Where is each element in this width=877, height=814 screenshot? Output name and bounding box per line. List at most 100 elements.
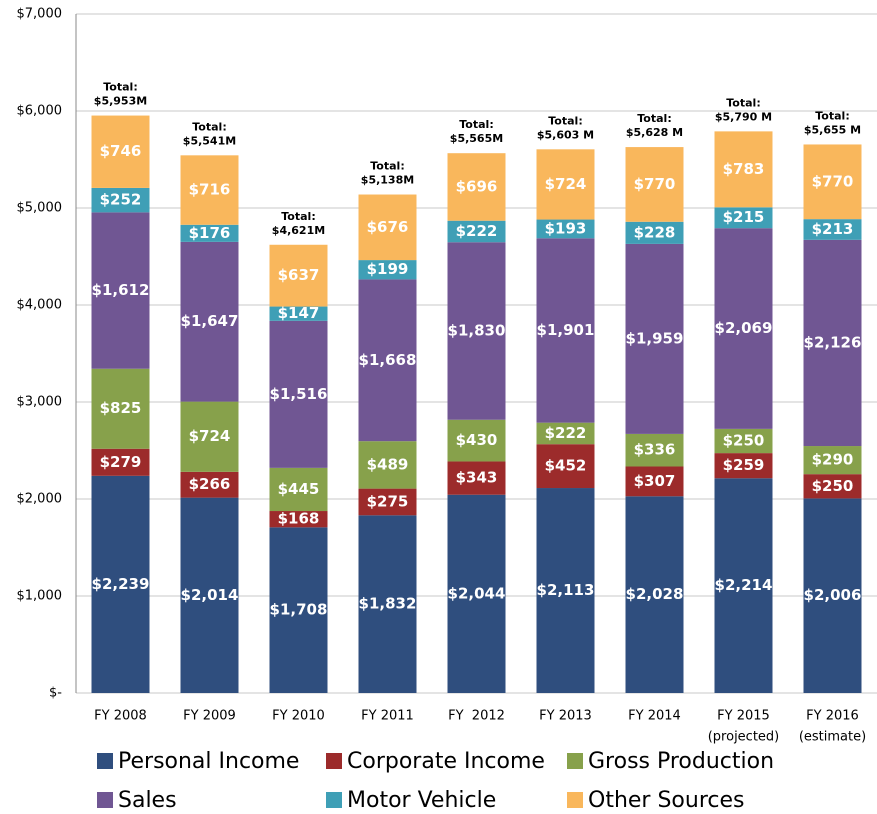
total-heading: Total: — [726, 96, 760, 109]
value-label: $266 — [189, 475, 231, 493]
value-label: $147 — [278, 304, 320, 322]
value-label: $637 — [278, 266, 320, 284]
bar-segment — [714, 428, 773, 454]
value-label: $1,959 — [626, 329, 684, 347]
value-label: $250 — [723, 431, 765, 449]
value-label: $452 — [545, 457, 587, 475]
bar-segment — [803, 498, 862, 693]
bar-segment — [358, 279, 417, 442]
value-label: $1,708 — [270, 601, 328, 619]
value-label: $1,901 — [537, 321, 595, 339]
total-label: $5,790 M — [715, 110, 772, 123]
value-label: $1,516 — [270, 385, 328, 403]
value-label: $176 — [189, 224, 231, 242]
total-label: $5,628 M — [626, 126, 683, 139]
value-label: $193 — [545, 219, 587, 237]
value-label: $2,069 — [715, 319, 773, 337]
legend-swatch — [326, 792, 342, 808]
value-label: $336 — [634, 441, 676, 459]
value-label: $1,668 — [359, 351, 417, 369]
total-heading: Total: — [815, 109, 849, 122]
value-label: $2,044 — [448, 584, 506, 602]
bar-segment — [180, 471, 239, 498]
bar-segment — [536, 238, 595, 423]
legend-swatch — [97, 792, 113, 808]
bar-segment — [91, 448, 150, 476]
value-label: $1,832 — [359, 595, 417, 613]
value-label: $2,028 — [626, 585, 684, 603]
bar-segment — [91, 475, 150, 693]
bar-segment — [536, 422, 595, 445]
value-label: $783 — [723, 160, 765, 178]
bar-segment — [536, 149, 595, 220]
value-label: $252 — [100, 191, 142, 209]
value-label: $222 — [545, 424, 587, 442]
total-heading: Total: — [459, 118, 493, 131]
x-tick-label: FY 2011 — [361, 709, 414, 724]
total-heading: Total: — [103, 81, 137, 94]
x-tick-label: FY 2014 — [628, 709, 681, 724]
total-label: $5,953M — [94, 95, 147, 108]
bar-segment — [714, 478, 773, 693]
legend-label: Sales — [118, 788, 177, 810]
x-tick-label: FY 2009 — [183, 709, 236, 724]
total-label: $5,541M — [183, 134, 236, 147]
bar-segment — [803, 239, 862, 447]
bar-segment — [625, 243, 684, 434]
value-label: $746 — [100, 142, 142, 160]
bar-segment — [91, 368, 150, 449]
bar-segment — [180, 241, 239, 402]
legend-swatch — [567, 792, 583, 808]
value-label: $2,014 — [181, 586, 239, 604]
value-label: $213 — [812, 220, 854, 238]
x-tick-note: (estimate) — [799, 730, 866, 745]
legend-label: Other Sources — [588, 788, 744, 810]
bar-segment — [803, 474, 862, 499]
bar-segment — [269, 306, 328, 321]
value-label: $343 — [456, 469, 498, 487]
bar-segment — [358, 515, 417, 693]
value-label: $2,214 — [715, 576, 773, 594]
value-label: $259 — [723, 456, 765, 474]
y-tick-label: $1,000 — [17, 589, 63, 604]
bar-segment — [536, 488, 595, 693]
value-label: $2,239 — [92, 575, 150, 593]
value-label: $307 — [634, 472, 676, 490]
total-heading: Total: — [370, 160, 404, 173]
bar-segment — [536, 444, 595, 489]
x-tick-label: FY 2015 — [717, 709, 770, 724]
bar-segment — [180, 497, 239, 693]
x-tick-label: FY 2008 — [94, 709, 147, 724]
bar-segment — [803, 446, 862, 475]
value-label: $2,113 — [537, 581, 595, 599]
value-label: $445 — [278, 480, 320, 498]
bar-segment — [447, 494, 506, 693]
bar-segment — [625, 466, 684, 497]
legend-label: Motor Vehicle — [347, 788, 496, 810]
value-label: $770 — [634, 175, 676, 193]
legend-label: Corporate Income — [347, 749, 545, 774]
legend-swatch — [97, 753, 113, 769]
value-label: $279 — [100, 453, 142, 471]
y-tick-label: $3,000 — [17, 395, 63, 410]
bar-segment — [447, 220, 506, 243]
x-tick-note: (projected) — [708, 730, 780, 745]
value-label: $1,612 — [92, 281, 150, 299]
bar-segment — [358, 488, 417, 516]
value-label: $825 — [100, 399, 142, 417]
bar-segment — [269, 527, 328, 693]
value-label: $275 — [367, 492, 409, 510]
value-label: $696 — [456, 177, 498, 195]
x-tick-label: FY 2012 — [448, 709, 505, 724]
total-heading: Total: — [281, 210, 315, 223]
bar-segment — [91, 115, 150, 188]
value-label: $215 — [723, 208, 765, 226]
value-label: $168 — [278, 510, 320, 528]
bar-segment — [269, 467, 328, 512]
y-tick-label: $2,000 — [17, 492, 63, 507]
y-tick-label: $5,000 — [17, 201, 63, 216]
bar-segment — [447, 419, 506, 462]
total-label: $5,565M — [450, 132, 503, 145]
legend-label: Personal Income — [118, 749, 299, 774]
x-tick-label: FY 2016 — [806, 709, 859, 724]
